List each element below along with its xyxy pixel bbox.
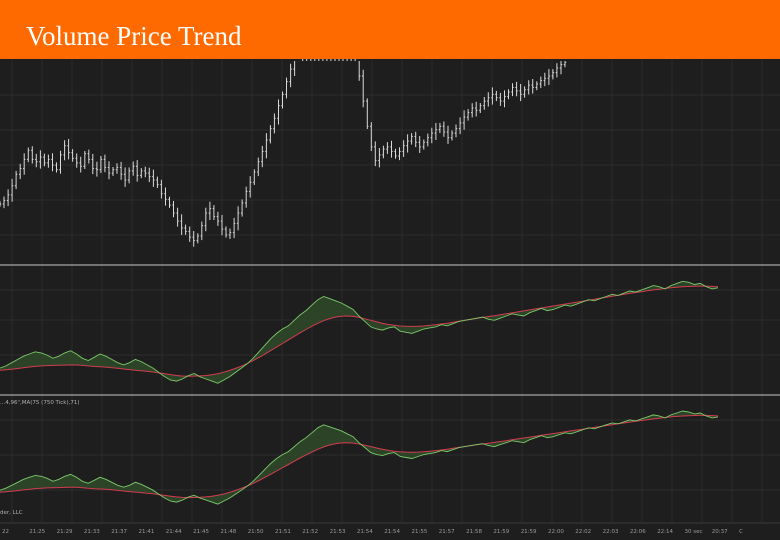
x-tick-label: C xyxy=(739,529,743,535)
vpt-line xyxy=(0,280,719,384)
x-tick-label: 22:00 xyxy=(548,529,564,535)
x-tick-label: 21:51 xyxy=(275,529,291,535)
x-tick-label: 22:03 xyxy=(603,529,619,535)
x-tick-label: 21:55 xyxy=(412,529,428,535)
x-tick-label: 21:59 xyxy=(493,529,509,535)
x-tick-label: 21:54 xyxy=(384,529,400,535)
vpt-pane-1 xyxy=(0,280,719,384)
x-tick-label: 20:37 xyxy=(712,529,728,535)
x-tick-label: 21:41 xyxy=(139,529,155,535)
time-axis: 22 21:25 21:29 21:33 21:37 21:41 21:44 21:45 21:… xyxy=(0,522,780,535)
x-tick-label: 21:33 xyxy=(84,529,100,535)
x-tick-label: 21:59 xyxy=(521,529,537,535)
x-tick-label: 21:54 xyxy=(357,529,373,535)
x-tick-label: 21:45 xyxy=(193,529,209,535)
x-tick-label: 21:52 xyxy=(302,529,318,535)
footer-fragment: der, LLC xyxy=(0,510,23,516)
x-tick-label: 22:06 xyxy=(630,529,646,535)
x-tick-label: 22:02 xyxy=(575,529,591,535)
x-tick-label: 22:14 xyxy=(657,529,673,535)
x-tick-label: 21:53 xyxy=(330,529,346,535)
vpt-pane-2 xyxy=(0,410,719,505)
x-tick-label: 30 sec xyxy=(685,529,703,535)
x-tick-label: 21:58 xyxy=(466,529,482,535)
vpt-ma-line xyxy=(0,414,719,499)
x-tick-label: 21:25 xyxy=(29,529,45,535)
x-tick-label: 21:57 xyxy=(439,529,455,535)
vpt-line xyxy=(0,410,719,505)
indicator-label: ...4,96",MA(75 (750 Tick),71) xyxy=(0,400,80,406)
x-tick-label: 21:48 xyxy=(220,529,236,535)
x-tick-label: 22 xyxy=(2,529,9,535)
x-tick-label: 21:37 xyxy=(111,529,127,535)
vpt-ma-line xyxy=(0,285,719,377)
title-banner: Volume Price Trend xyxy=(0,0,780,59)
x-tick-label: 21:50 xyxy=(248,529,264,535)
chart-grid xyxy=(0,60,780,522)
x-tick-label: 21:44 xyxy=(166,529,182,535)
x-tick-label: 21:29 xyxy=(57,529,73,535)
page-title: Volume Price Trend xyxy=(26,21,242,51)
